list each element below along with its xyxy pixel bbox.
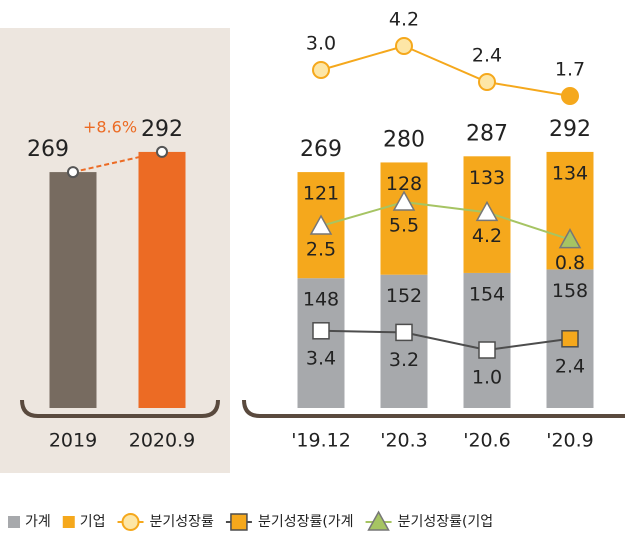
x-tick-label: '20.6 [463, 430, 511, 452]
value-label: 121 [303, 183, 339, 205]
bar-segment [297, 278, 345, 408]
x-tick-label: 2019 [49, 430, 97, 452]
line-marker [395, 37, 413, 55]
line-marker [367, 510, 390, 531]
line-value-label: 4.2 [472, 225, 502, 247]
value-label: 269 [27, 137, 69, 162]
line-marker [478, 341, 496, 359]
point [156, 145, 168, 158]
bar [49, 172, 97, 408]
line-marker [561, 330, 579, 348]
line-marker [312, 61, 330, 79]
line-value-label: 2.5 [306, 239, 336, 261]
right-bracket [242, 399, 625, 418]
legend-label: 기업 [80, 514, 106, 530]
point [67, 166, 79, 179]
line-marker [121, 513, 140, 531]
line-value-label: 1.0 [472, 367, 502, 389]
legend-label: 분기성장률(가계 [258, 514, 354, 530]
value-label: 154 [469, 283, 505, 305]
line-value-label: 2.4 [472, 45, 502, 67]
legend-swatch [62, 516, 75, 528]
trend-line [72, 150, 163, 174]
total-label: 292 [549, 117, 591, 142]
line-marker [478, 73, 496, 91]
line-value-label: 3.4 [306, 347, 336, 369]
value-label: 158 [552, 280, 588, 302]
line-marker [395, 323, 413, 342]
total-label: 269 [300, 137, 342, 162]
value-label: 292 [141, 117, 183, 142]
total-label: 280 [383, 127, 425, 152]
x-tick-label: '20.9 [546, 430, 594, 452]
value-label: 128 [386, 173, 422, 195]
left-bracket [20, 399, 220, 418]
bar-segment [463, 272, 511, 408]
line-value-label: 0.8 [555, 252, 585, 274]
value-label: 152 [386, 285, 422, 307]
line-marker [392, 190, 416, 211]
bar-segment [380, 274, 428, 408]
x-tick-label: '19.12 [291, 430, 351, 452]
line-marker [230, 513, 248, 531]
total-label: 287 [466, 121, 508, 146]
line [320, 44, 571, 97]
value-label: 134 [552, 162, 588, 184]
line-marker [558, 228, 582, 249]
line-value-label: 1.7 [555, 59, 585, 81]
legend-swatch [8, 516, 20, 528]
x-tick-label: '20.3 [380, 430, 428, 452]
line-value-label: 4.2 [389, 9, 419, 31]
x-tick-label: 2020.9 [129, 430, 195, 452]
legend-label: 가계 [25, 514, 51, 530]
bar-segment [546, 151, 594, 270]
line [320, 329, 571, 352]
bar-segment [380, 162, 428, 275]
annotation: +8.6% [83, 118, 137, 137]
legend-label: 분기성장률(기업 [398, 514, 494, 530]
line-marker [561, 87, 579, 105]
line-value-label: 5.5 [389, 215, 419, 237]
line-marker [312, 322, 330, 340]
bar [138, 151, 186, 408]
line-value-label: 3.0 [306, 33, 336, 55]
value-label: 133 [469, 167, 505, 189]
line-value-label: 2.4 [555, 355, 585, 377]
line-marker [309, 214, 333, 235]
value-label: 148 [303, 289, 339, 311]
line-value-label: 3.2 [389, 349, 419, 371]
legend-label: 분기성장률 [150, 514, 215, 530]
line-marker [475, 200, 499, 222]
line [320, 200, 571, 241]
left-panel-bg [0, 28, 230, 473]
